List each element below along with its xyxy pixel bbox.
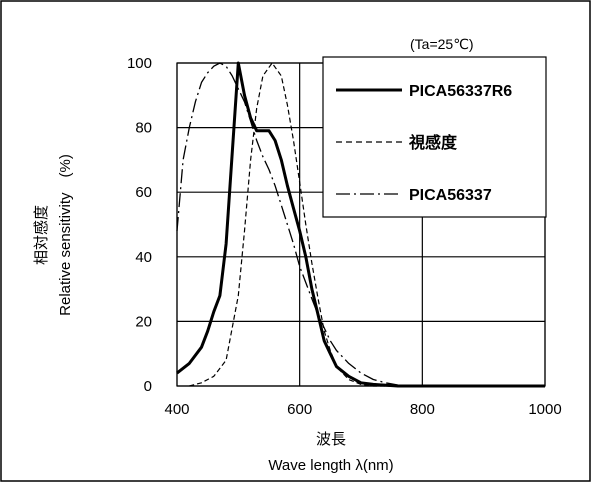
legend-label-series-2: 視感度 [408,133,458,152]
y-axis-label-en: Relative sensitivity (%) [57,154,74,316]
legend-label-series-3: PICA56337 [409,187,492,204]
series-line-3 [176,62,545,387]
y-tick-label: 0 [144,378,152,395]
y-tick-label: 60 [135,184,152,201]
legend-box [322,56,547,218]
x-tick-label: 800 [410,401,435,418]
y-tick-label: 80 [135,120,152,137]
y-tick-label: 100 [127,55,152,72]
x-tick-labels: 400 600 800 1000 [164,401,561,418]
x-axis-label-en: Wave length λ(nm) [268,457,393,474]
x-tick-label: 600 [287,401,312,418]
legend: PICA56337R6 視感度 PICA56337 [322,56,547,218]
x-axis-label-jp: 波長 [316,431,346,448]
y-tick-label: 20 [135,313,152,330]
legend-label-series-1: PICA56337R6 [409,83,512,100]
y-tick-labels: 0 20 40 60 80 100 [127,55,152,395]
y-tick-label: 40 [135,249,152,266]
condition-note: (Ta=25℃) [410,36,474,52]
series-layer [176,61,545,388]
x-tick-label: 1000 [528,401,561,418]
y-axis-label-jp: 相対感度 [33,205,50,265]
series-line-2 [189,62,545,387]
x-tick-label: 400 [164,401,189,418]
